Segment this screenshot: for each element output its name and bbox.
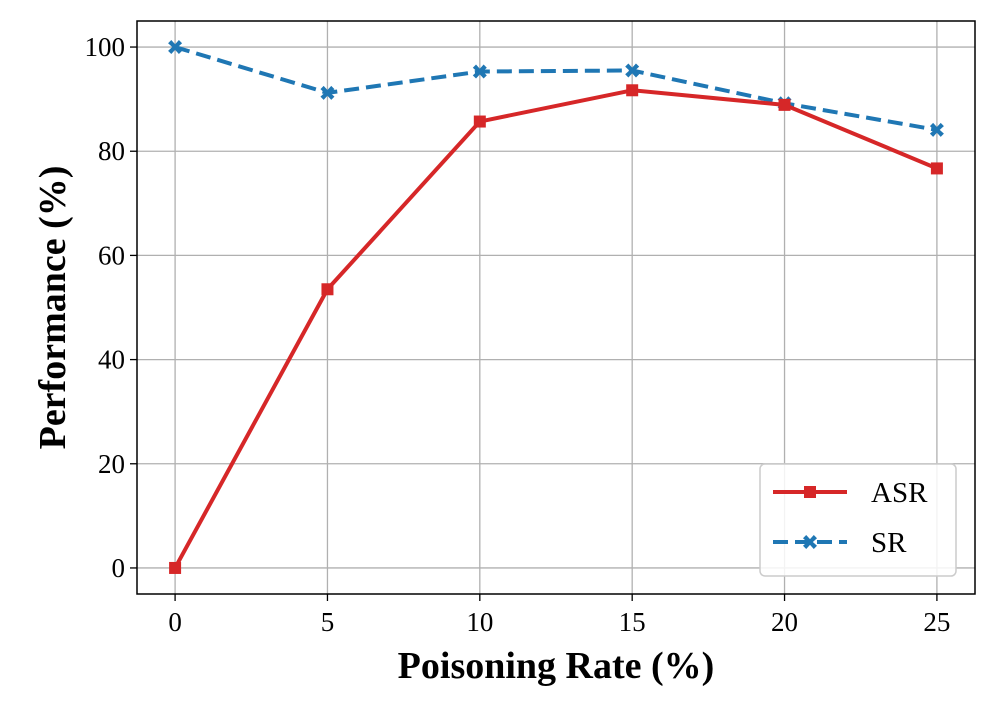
legend-label-asr: ASR [871,477,928,509]
data-point-sr [625,63,640,78]
series-line-sr [174,45,938,132]
y-axis-label: Performance (%) [32,166,74,450]
ticks: 0 5 10 15 20 25 0 20 40 60 80 100 [85,32,951,637]
y-tick-label: 80 [98,136,125,166]
legend-marker-sr [803,535,817,549]
x-tick-label: 10 [466,607,493,637]
y-tick-label: 0 [112,553,126,583]
series-sr [168,40,944,137]
x-tick-label: 15 [619,607,646,637]
x-axis-label: Poisoning Rate (%) [398,645,715,687]
y-tick-label: 40 [98,345,125,375]
legend-item-sr: SR [773,527,907,559]
x-tick-label: 20 [771,607,798,637]
y-tick-label: 100 [85,32,126,62]
data-point-asr [321,283,334,296]
data-point-asr [626,84,639,97]
data-point-sr [168,40,183,55]
x-tick-label: 5 [321,607,335,637]
series-asr [169,84,943,574]
x-tick-label: 0 [168,607,182,637]
legend-item-asr: ASR [773,477,928,509]
series-line-asr [173,88,938,569]
plot-frame [136,20,976,595]
legend-marker-asr [804,486,816,498]
data-point-sr [929,122,944,137]
data-point-sr [320,85,335,100]
x-tick-label: 25 [923,607,950,637]
data-point-sr [472,64,487,79]
y-tick-label: 20 [98,449,125,479]
data-point-asr [930,162,943,175]
data-point-asr [778,98,791,111]
legend: ASR SR [759,463,957,577]
legend-label-sr: SR [871,527,907,559]
data-point-asr [169,561,182,574]
y-tick-label: 60 [98,240,125,270]
series-layer [168,40,944,574]
data-point-asr [473,115,486,128]
